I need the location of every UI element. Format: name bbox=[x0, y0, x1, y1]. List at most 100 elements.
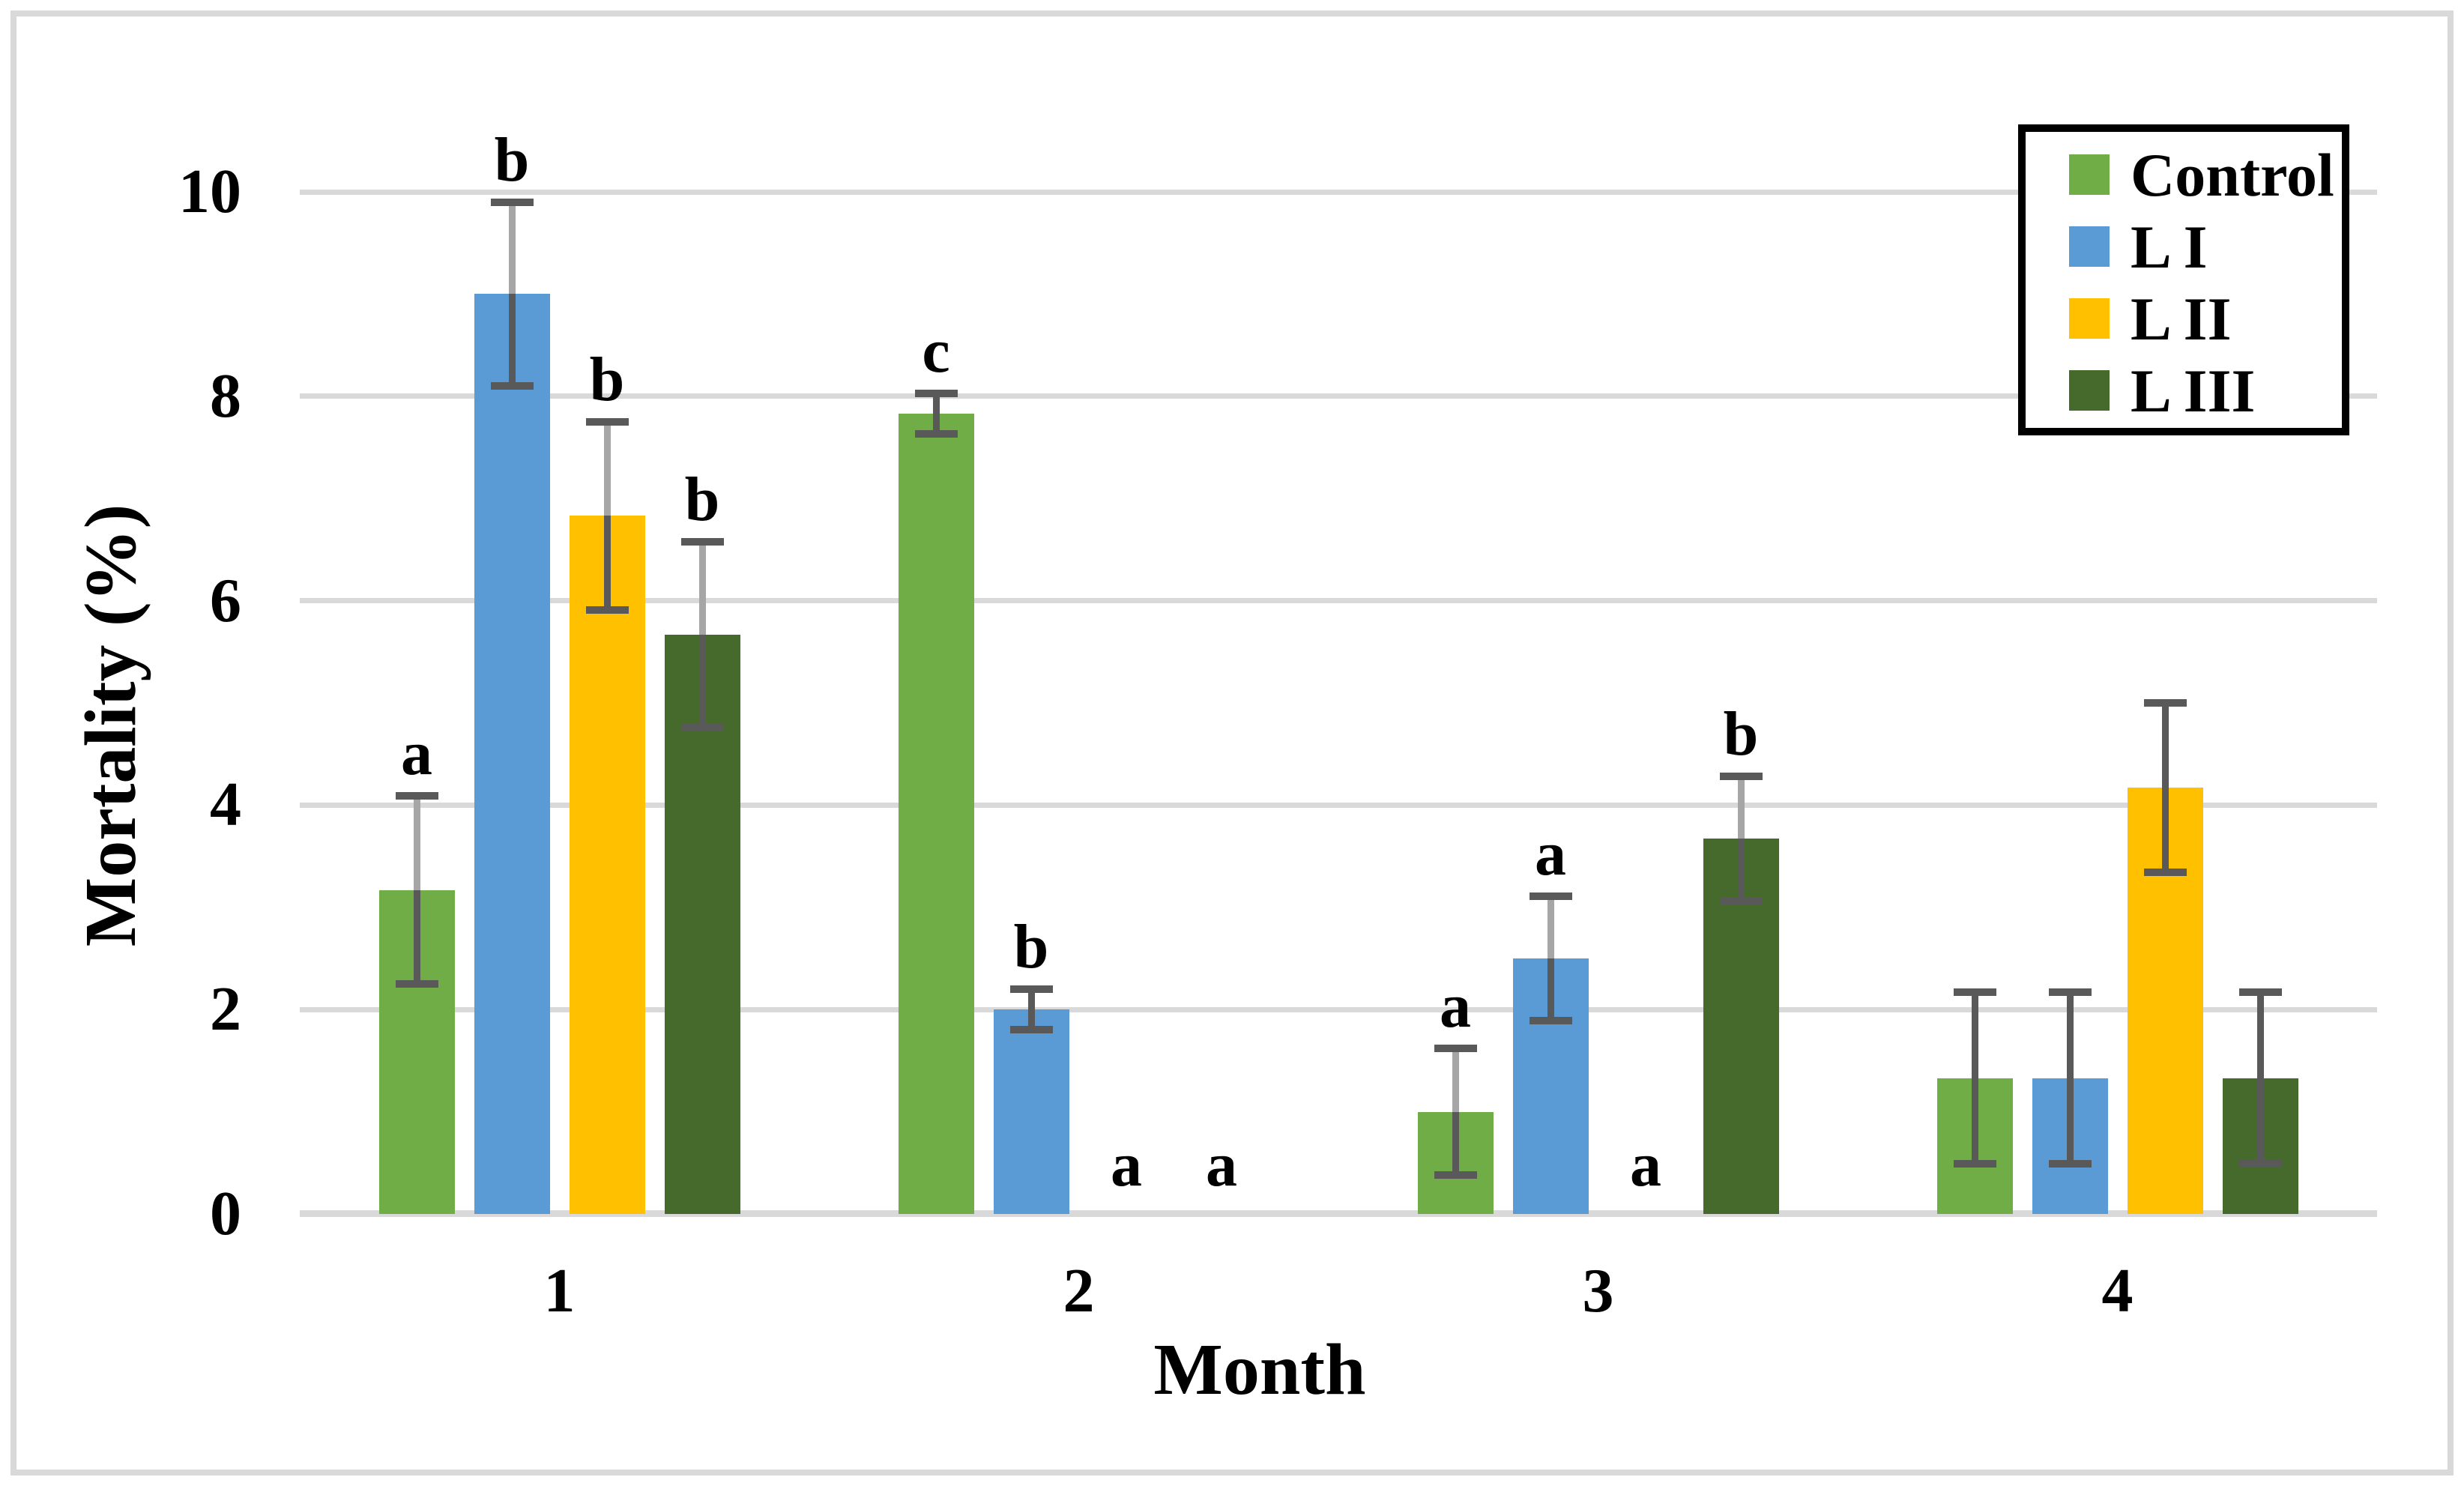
legend-item-l-iii: L III bbox=[2026, 357, 2342, 426]
gridline-y-6 bbox=[300, 598, 2377, 604]
y-tick-label-8: 8 bbox=[210, 360, 241, 431]
error-bar-cap-top bbox=[2048, 988, 2092, 997]
error-bar-stem-upper bbox=[413, 796, 420, 890]
y-tick-label-2: 2 bbox=[210, 974, 241, 1045]
error-bar-cap-top bbox=[490, 198, 534, 206]
figure-border bbox=[10, 10, 2454, 1476]
significance-letter: a bbox=[401, 719, 432, 789]
significance-letter: a bbox=[1630, 1130, 1661, 1200]
error-bar-stem-lower bbox=[698, 634, 706, 728]
significance-letter: a bbox=[1535, 818, 1566, 889]
error-bar-stem-lower bbox=[932, 414, 940, 435]
error-bar-stem-lower bbox=[1547, 958, 1554, 1021]
significance-letter: b bbox=[684, 464, 720, 534]
error-bar-cap-bottom bbox=[914, 430, 958, 438]
gridline-y-10 bbox=[300, 189, 2377, 195]
error-bar-cap-bottom bbox=[2143, 869, 2187, 877]
error-bar-cap-top bbox=[395, 792, 438, 800]
error-bar-stem-lower bbox=[1971, 1078, 1978, 1165]
error-bar-stem-upper bbox=[1737, 776, 1745, 839]
error-bar-stem-lower bbox=[2161, 788, 2169, 873]
x-tick-label-3: 3 bbox=[1582, 1256, 1614, 1326]
error-bar-stem-lower bbox=[1452, 1111, 1459, 1176]
y-tick-label-0: 0 bbox=[210, 1179, 241, 1248]
error-bar-stem-upper bbox=[698, 541, 706, 635]
error-bar-stem-lower bbox=[2066, 1078, 2074, 1165]
error-bar-stem-lower bbox=[413, 890, 420, 985]
legend-item-control: Control bbox=[2026, 141, 2342, 210]
legend-item-l-ii: L II bbox=[2026, 285, 2342, 354]
error-bar-cap-top bbox=[2143, 699, 2187, 707]
legend-label: Control bbox=[2131, 141, 2334, 209]
error-bar-cap-bottom bbox=[490, 382, 534, 390]
gridline-y-4 bbox=[300, 802, 2377, 808]
error-bar-cap-bottom bbox=[395, 980, 438, 988]
error-bar-cap-top bbox=[680, 537, 724, 546]
legend-swatch-l-iii bbox=[2069, 370, 2110, 411]
significance-letter: a bbox=[1111, 1130, 1142, 1200]
significance-letter: b bbox=[1723, 699, 1759, 770]
error-bar-stem-upper bbox=[508, 202, 516, 295]
error-bar-stem-upper bbox=[1547, 895, 1554, 958]
x-axis-tick-labels: 1 2 3 4 bbox=[0, 1256, 2464, 1344]
significance-letter: b bbox=[1013, 911, 1049, 982]
error-bar-cap-bottom bbox=[2238, 1160, 2282, 1168]
error-bar-stem-upper bbox=[1027, 988, 1035, 1010]
error-bar-cap-bottom bbox=[1529, 1017, 1572, 1025]
error-bar-stem-upper bbox=[1452, 1048, 1459, 1112]
y-tick-label-6: 6 bbox=[210, 565, 241, 635]
error-bar-cap-bottom bbox=[1009, 1026, 1053, 1034]
significance-letter: a bbox=[1440, 971, 1471, 1042]
error-bar-cap-top bbox=[1529, 892, 1572, 900]
error-bar-cap-top bbox=[2238, 988, 2282, 997]
x-tick-label-2: 2 bbox=[1063, 1256, 1095, 1326]
legend-swatch-l-i bbox=[2069, 226, 2110, 267]
error-bar-cap-top bbox=[585, 417, 629, 426]
error-bar-cap-bottom bbox=[1719, 897, 1763, 905]
significance-letter: b bbox=[589, 344, 625, 414]
error-bar-cap-top bbox=[1434, 1045, 1477, 1053]
significance-letter: c bbox=[922, 315, 950, 386]
legend-label: L III bbox=[2131, 357, 2256, 425]
legend-swatch-l-ii bbox=[2069, 298, 2110, 339]
y-tick-label-4: 4 bbox=[210, 770, 241, 840]
legend-label: L II bbox=[2131, 285, 2232, 353]
error-bar-stem-upper bbox=[2066, 992, 2074, 1078]
error-bar-stem-upper bbox=[2161, 703, 2169, 788]
error-bar-cap-top bbox=[1953, 988, 1996, 997]
error-bar-cap-bottom bbox=[2048, 1160, 2092, 1168]
bar-l-i-month-2 bbox=[993, 1009, 1069, 1214]
error-bar-cap-bottom bbox=[1434, 1171, 1477, 1180]
gridline-y-8 bbox=[300, 393, 2377, 399]
y-tick-label-10: 10 bbox=[178, 157, 241, 226]
error-bar-stem-upper bbox=[2256, 992, 2264, 1078]
x-axis-baseline bbox=[300, 1210, 2377, 1217]
error-bar-cap-bottom bbox=[585, 605, 629, 614]
gridline-y-2 bbox=[300, 1006, 2377, 1012]
x-tick-label-4: 4 bbox=[2101, 1256, 2134, 1326]
error-bar-cap-top bbox=[1009, 985, 1053, 993]
error-bar-cap-bottom bbox=[680, 723, 724, 731]
error-bar-stem-lower bbox=[2256, 1078, 2264, 1165]
error-bar-stem-upper bbox=[603, 421, 611, 516]
legend-swatch-control bbox=[2069, 154, 2110, 195]
error-bar-stem-upper bbox=[932, 393, 940, 414]
error-bar-cap-top bbox=[1719, 773, 1763, 781]
significance-letter: b bbox=[494, 124, 530, 195]
error-bar-stem-lower bbox=[1027, 1009, 1035, 1030]
error-bar-stem-lower bbox=[603, 516, 611, 610]
significance-letter: a bbox=[1206, 1130, 1237, 1200]
error-bar-stem-lower bbox=[1737, 839, 1745, 901]
bar-l-i-month-1 bbox=[474, 294, 550, 1214]
bar-control-month-2 bbox=[898, 414, 974, 1214]
error-bar-stem-lower bbox=[508, 294, 516, 387]
legend-item-l-i: L I bbox=[2026, 213, 2342, 282]
error-bar-stem-upper bbox=[1971, 992, 1978, 1078]
x-tick-label-1: 1 bbox=[543, 1256, 576, 1326]
x-axis-title: Month bbox=[1153, 1329, 1366, 1410]
y-axis-tick-labels: 0 2 4 6 8 10 bbox=[0, 160, 241, 1245]
legend-label: L I bbox=[2131, 213, 2208, 281]
